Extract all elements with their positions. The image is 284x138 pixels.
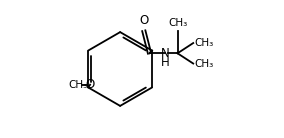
Text: N: N [161, 47, 170, 60]
Text: CH₃: CH₃ [69, 80, 88, 90]
Text: CH₃: CH₃ [168, 18, 187, 28]
Text: O: O [85, 78, 95, 91]
Text: CH₃: CH₃ [194, 59, 214, 69]
Text: CH₃: CH₃ [194, 38, 214, 48]
Text: H: H [161, 56, 170, 69]
Text: O: O [139, 14, 149, 27]
